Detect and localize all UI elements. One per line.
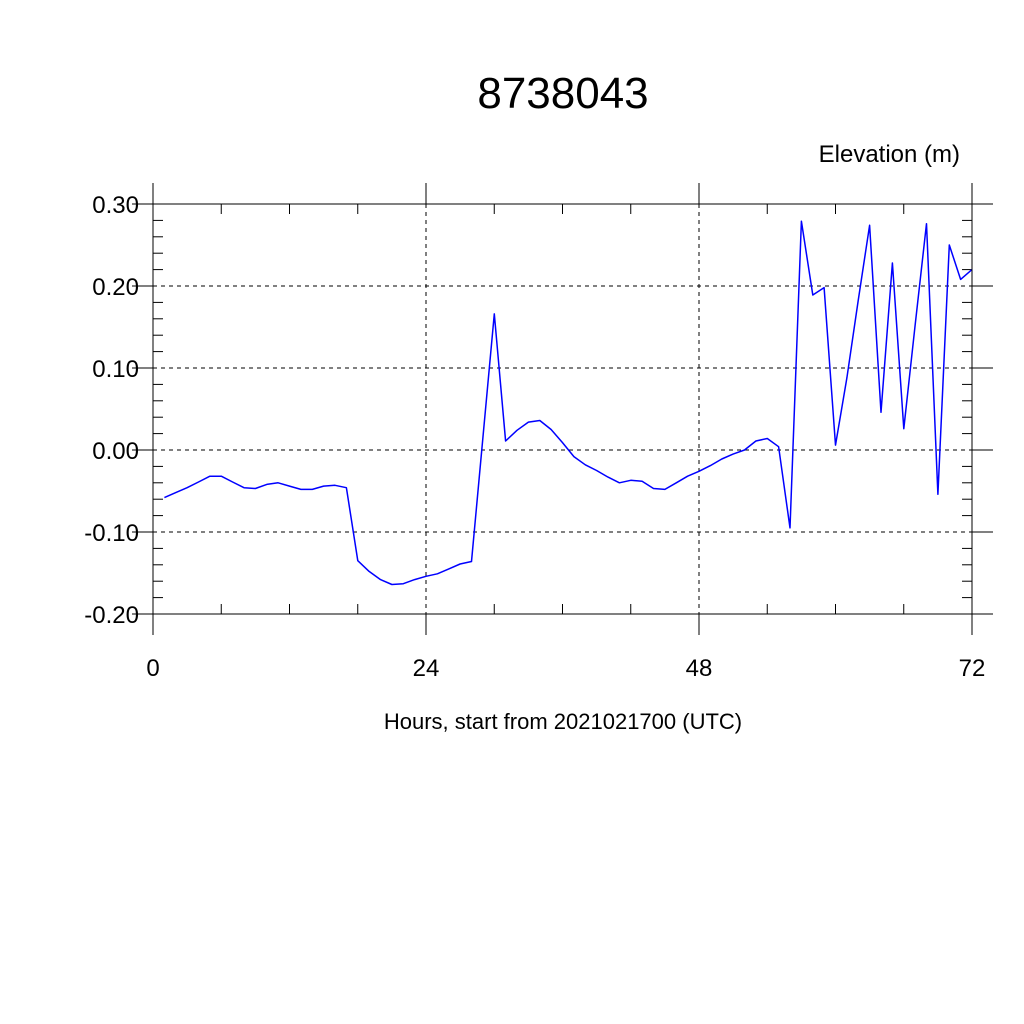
y-tick-label: -0.20 [84,602,139,629]
tick-labels: -0.20 -0.10 0.00 0.10 0.20 0.30 0 24 48 72 [84,192,985,682]
series-lines [164,220,973,586]
y-tick-label: 0.00 [92,438,139,465]
grid [153,203,972,615]
plot-frame [152,203,973,615]
y-tick-label: 0.20 [92,274,139,301]
x-tick-label: 48 [686,655,713,682]
y-axis-label: Elevation (m) [819,141,960,168]
chart-title: 8738043 [477,69,648,118]
series-line-elevation [164,220,973,586]
y-tick-label: 0.30 [92,192,139,219]
axis-ticks [132,183,993,635]
x-tick-label: 72 [959,655,986,682]
y-tick-label: -0.10 [84,520,139,547]
x-tick-label: 24 [413,655,440,682]
x-tick-label: 0 [146,655,159,682]
y-tick-label: 0.10 [92,356,139,383]
x-axis-label: Hours, start from 2021021700 (UTC) [384,709,742,734]
